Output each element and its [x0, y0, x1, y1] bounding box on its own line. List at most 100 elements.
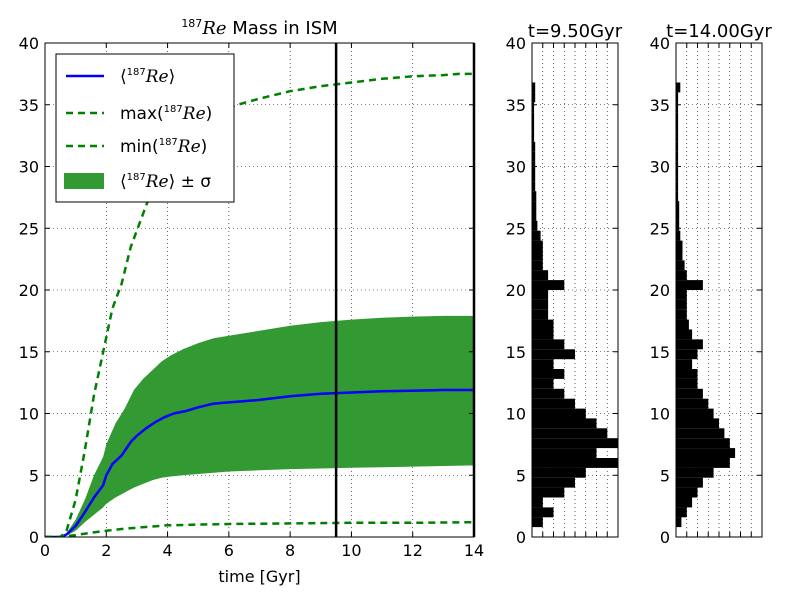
legend-min-pre: min(: [120, 137, 159, 157]
histogram-bar: [676, 280, 703, 290]
histogram-bar: [532, 220, 538, 231]
histogram-t1400-title: t=14.00Gyr: [666, 21, 772, 42]
histogram-bar: [676, 458, 730, 468]
legend-max-iso: 187: [164, 104, 183, 115]
histogram-bar: [676, 260, 685, 271]
histogram-bar: [676, 290, 687, 300]
histogram-bar: [676, 122, 679, 132]
hist-y-tick-label: 10: [506, 405, 526, 424]
histogram-bar: [676, 201, 680, 211]
histogram-bar: [676, 240, 683, 251]
max-line: [45, 72, 474, 537]
hist-y-tick-label: 40: [650, 34, 670, 53]
legend-band-iso: 187: [127, 172, 146, 183]
hist-y-tick-label: 10: [650, 405, 670, 424]
legend-min-label: min(187Re): [120, 137, 207, 157]
histogram-bar: [532, 517, 543, 528]
histogram-bar: [676, 517, 682, 528]
legend-band-post: ⟩ ± σ: [169, 172, 212, 192]
histogram-t950: 0 5 10 15 20 25 30 35 40 t=9.50Gyr: [506, 21, 623, 547]
legend-mean-iso: 187: [127, 67, 146, 78]
histogram-bar: [676, 477, 703, 488]
histogram-bar: [676, 349, 698, 360]
histogram-bar: [676, 102, 679, 113]
x-tick-label: 8: [285, 541, 295, 560]
histogram-bar: [676, 388, 703, 399]
histogram-bar: [532, 92, 536, 103]
histogram-bar: [532, 398, 575, 409]
x-tick-label: 4: [162, 541, 172, 560]
x-tick-label: 0: [40, 541, 50, 560]
histogram-bar: [676, 428, 725, 439]
legend-min-iso: 187: [159, 137, 178, 148]
y-tick-label: 20: [19, 281, 39, 300]
hist-y-tick-label: 15: [506, 343, 526, 362]
histogram-bar: [676, 250, 683, 261]
histogram-bar: [676, 329, 693, 340]
histogram-bar: [676, 339, 703, 350]
histogram-bar: [532, 418, 597, 429]
legend-mean-label: ⟨187Re⟩: [120, 67, 175, 87]
histogram-bar: [532, 122, 535, 132]
histogram-bar: [676, 487, 698, 498]
legend-band-sym: Re: [145, 172, 169, 192]
histogram-t1400: 0 5 10 15 20 25 30 35 40 t=14.00Gyr: [650, 21, 773, 547]
hist-y-tick-label: 15: [650, 343, 670, 362]
x-tick-label: 2: [101, 541, 111, 560]
histogram-bar: [676, 151, 679, 162]
histogram-t1400-ticks: 0 5 10 15 20 25 30 35 40: [650, 34, 762, 547]
histogram-bar: [532, 171, 536, 182]
main-title-isotope: 187: [181, 17, 202, 30]
y-tick-label: 10: [19, 405, 39, 424]
histogram-bar: [676, 181, 679, 192]
hist-y-tick-label: 5: [660, 466, 670, 485]
histogram-bar: [532, 260, 543, 271]
histogram-bar: [676, 438, 730, 449]
y-tick-label: 0: [29, 528, 39, 547]
legend-max-sym: Re: [182, 104, 206, 124]
histogram-t950-bars: [532, 82, 618, 528]
x-tick-label: 10: [341, 541, 361, 560]
histogram-bar: [532, 477, 575, 488]
histogram-bar: [532, 319, 554, 330]
hist-y-tick-label: 5: [516, 466, 526, 485]
histogram-bar: [676, 92, 679, 103]
histogram-t950-title: t=9.50Gyr: [528, 21, 623, 42]
histogram-bar: [676, 369, 698, 379]
histogram-bar: [676, 309, 687, 320]
histogram-bar: [676, 131, 679, 142]
histogram-bar: [676, 448, 736, 458]
histogram-bar: [532, 191, 537, 202]
hist-y-tick-label: 30: [506, 158, 526, 177]
legend-max-pre: max(: [120, 104, 164, 124]
histogram-bar: [532, 458, 618, 468]
histogram-bar: [676, 319, 689, 330]
histogram-bar: [532, 102, 535, 113]
legend-min-sym: Re: [177, 137, 201, 157]
legend: ⟨187Re⟩ max(187Re) min(187Re) ⟨187Re⟩ ± …: [55, 53, 235, 203]
y-tick-label: 35: [19, 96, 39, 115]
histogram-t950-ticks: 0 5 10 15 20 25 30 35 40: [506, 34, 618, 547]
histogram-bar: [676, 191, 679, 202]
legend-band-pre: ⟨: [120, 172, 127, 192]
y-tick-label: 5: [29, 466, 39, 485]
hist-y-tick-label: 35: [650, 96, 670, 115]
histogram-bar: [532, 507, 554, 518]
hist-y-tick-label: 25: [506, 219, 526, 238]
main-plot-title: 187Re Mass in ISM: [181, 17, 337, 39]
histogram-bar: [532, 250, 543, 261]
x-tick-label: 6: [224, 541, 234, 560]
histogram-bar: [532, 141, 536, 152]
histogram-bar: [676, 211, 680, 221]
histogram-bar: [676, 418, 719, 429]
histogram-bar: [532, 211, 537, 221]
hist-y-tick-label: 20: [650, 281, 670, 300]
x-axis-label: time [Gyr]: [218, 567, 300, 586]
histogram-bar: [676, 467, 714, 478]
y-tick-label: 25: [19, 219, 39, 238]
legend-max-label: max(187Re): [120, 104, 212, 124]
histogram-bar: [676, 408, 714, 419]
legend-band-label: ⟨187Re⟩ ± σ: [120, 172, 211, 192]
